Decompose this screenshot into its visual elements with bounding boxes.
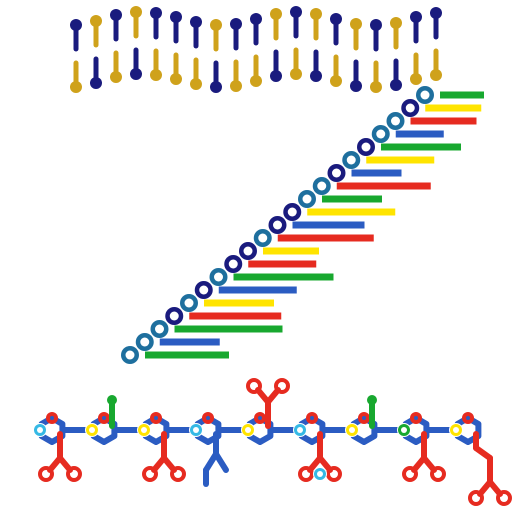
molecular-z-logo — [0, 0, 512, 512]
